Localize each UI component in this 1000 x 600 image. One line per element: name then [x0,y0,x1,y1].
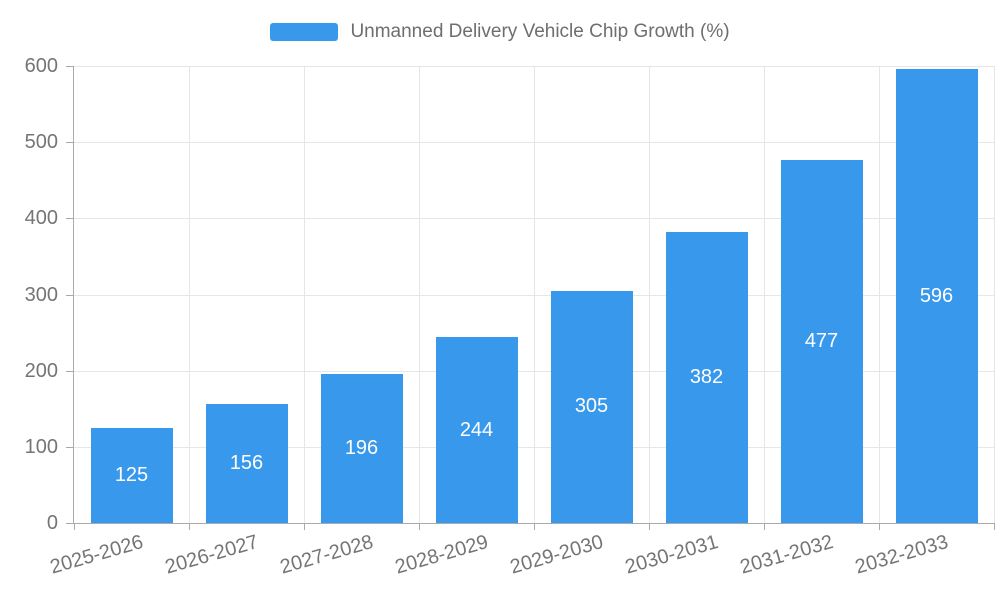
x-tick-label: 2031-2032 [737,531,836,579]
plot-area: 0 100 200 300 400 500 600 125 156 196 244 305 382 477… [25,55,995,579]
x-axis-tick [764,523,765,530]
x-tick-label: 2028-2029 [392,531,491,579]
x-axis-tick [189,523,190,530]
bar-2032-2033: 596 [895,69,978,523]
y-axis-tick [66,370,73,372]
bar-2029-2030: 305 [550,290,633,523]
x-tick-label: 2026-2027 [162,531,261,579]
x-gridline [764,66,765,523]
x-axis-tick [304,523,305,530]
x-gridline [534,66,535,523]
x-gridline [189,66,190,523]
bar-2030-2031: 382 [665,232,748,523]
y-tick-label: 100 [24,435,58,458]
legend-label: Unmanned Delivery Vehicle Chip Growth (%… [350,21,730,42]
x-gridline [419,66,420,523]
y-axis-tick [66,142,73,144]
legend-swatch-icon [270,23,339,41]
bar-2025-2026: 125 [90,427,173,523]
x-tick-label: 2030-2031 [622,531,721,579]
y-tick-label: 400 [24,207,58,230]
bar-value-label: 125 [114,463,149,486]
x-tick-label: 2025-2026 [47,531,146,579]
x-axis-tick [879,523,880,530]
y-axis-tick [66,218,73,220]
y-axis-tick [66,523,73,524]
x-gridline [879,66,880,523]
y-tick-label: 600 [24,55,58,77]
x-gridline [994,66,995,523]
bar-2031-2032: 477 [780,159,863,523]
x-axis-tick [419,523,420,530]
bar-2028-2029: 244 [435,337,518,523]
bar-value-label: 156 [229,452,264,475]
y-tick-label: 200 [24,359,58,382]
x-axis-tick [994,523,995,530]
y-axis-tick [66,446,73,448]
x-tick-label: 2029-2030 [507,531,606,579]
x-gridline [649,66,650,523]
y-tick-label: 0 [46,512,58,534]
y-axis-tick [66,66,73,67]
x-tick-label: 2032-2033 [852,531,951,579]
x-tick-label: 2027-2028 [277,531,376,579]
x-axis-tick [74,523,75,530]
bar-2027-2028: 196 [320,373,403,523]
bar-value-label: 244 [459,418,494,441]
bar-value-label: 196 [344,436,379,459]
x-axis-tick [534,523,535,530]
y-tick-label: 300 [24,283,58,306]
bar-value-label: 305 [574,395,609,418]
chart-legend[interactable]: Unmanned Delivery Vehicle Chip Growth (%… [0,21,1000,43]
bar-value-label: 596 [919,284,954,307]
bar-value-label: 477 [804,329,839,352]
x-axis-tick [649,523,650,530]
bar-value-label: 382 [689,366,724,389]
bar-2026-2027: 156 [205,404,288,523]
y-tick-label: 500 [24,131,58,154]
x-gridline [304,66,305,523]
y-axis-tick [66,294,73,296]
